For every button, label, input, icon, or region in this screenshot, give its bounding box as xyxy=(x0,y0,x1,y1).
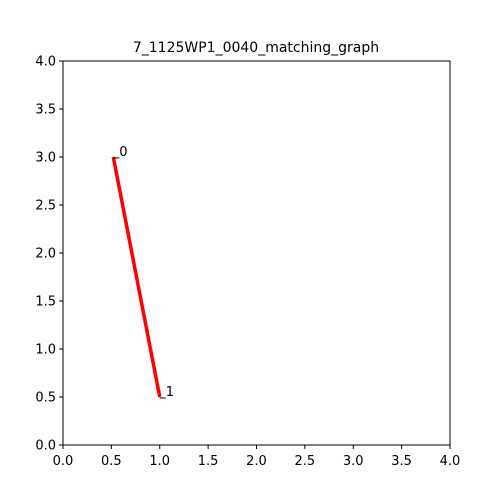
x-tick-label: 2.5 xyxy=(295,454,316,469)
x-tick-label: 2.0 xyxy=(246,454,267,469)
y-tick-label: 3.0 xyxy=(35,151,56,166)
y-tick-label: 1.0 xyxy=(35,343,56,358)
y-tick-label: 0.0 xyxy=(35,439,56,454)
x-tick-label: 1.0 xyxy=(149,454,170,469)
x-tick-label: 3.5 xyxy=(391,454,412,469)
x-tick-label: 4.0 xyxy=(440,454,461,469)
y-tick-label: 1.5 xyxy=(35,295,56,310)
node-label: 0 xyxy=(119,145,127,160)
x-tick-label: 0.5 xyxy=(101,454,122,469)
node-label: 1 xyxy=(166,385,174,400)
y-tick-label: 3.5 xyxy=(35,103,56,118)
y-tick-label: 4.0 xyxy=(35,55,56,70)
graph-edge-line xyxy=(113,157,159,397)
plot-area-frame xyxy=(63,61,450,445)
plot-series xyxy=(113,157,159,397)
x-axis: 0.0 0.5 1.0 1.5 2.0 2.5 3.0 3.5 4.0 xyxy=(53,445,461,469)
chart-title: 7_1125WP1_0040_matching_graph xyxy=(133,40,379,56)
x-tick-label: 0.0 xyxy=(53,454,74,469)
y-tick-label: 2.5 xyxy=(35,199,56,214)
y-tick-label: 0.5 xyxy=(35,391,56,406)
y-tick-label: 2.0 xyxy=(35,247,56,262)
y-axis: 0.0 0.5 1.0 1.5 2.0 2.5 3.0 3.5 4.0 xyxy=(35,55,63,454)
x-tick-label: 1.5 xyxy=(198,454,219,469)
node-labels: 01 xyxy=(113,145,174,400)
x-tick-label: 3.0 xyxy=(343,454,364,469)
